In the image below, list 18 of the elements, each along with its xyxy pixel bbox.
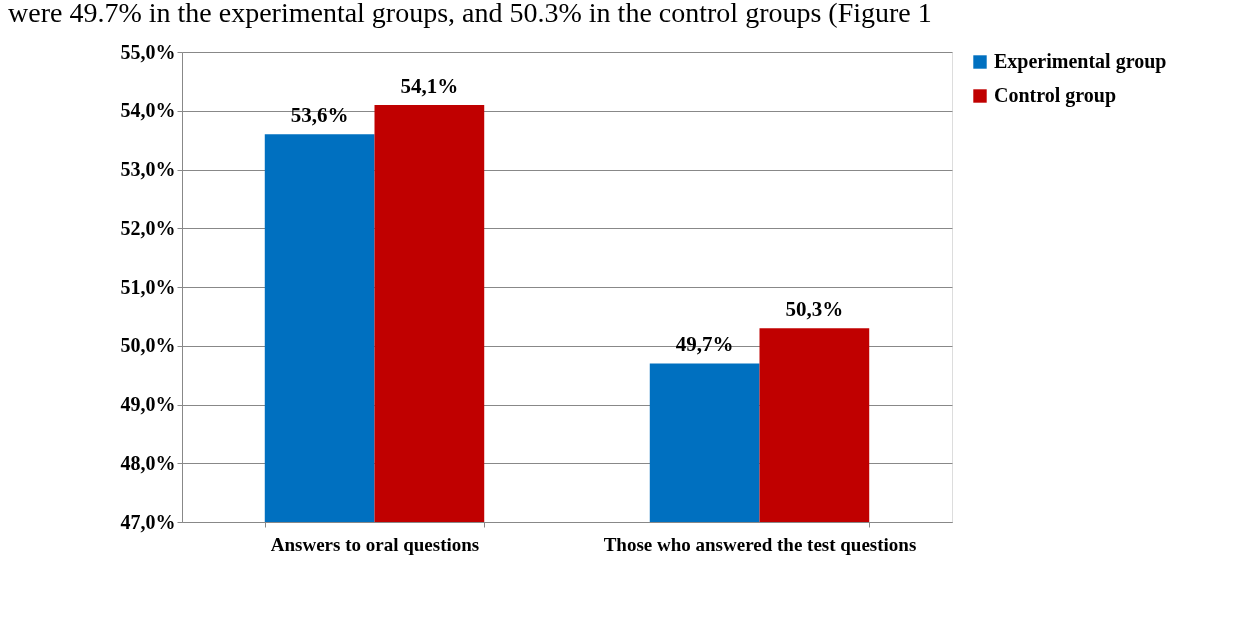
x-tick-label: Answers to oral questions bbox=[270, 533, 480, 555]
y-tick-label: 49,0% bbox=[120, 393, 176, 415]
data-label: 54,1% bbox=[400, 73, 459, 98]
y-tick-label: 55,0% bbox=[120, 40, 176, 63]
y-tick-label: 53,0% bbox=[120, 158, 176, 180]
y-tick-label: 52,0% bbox=[120, 216, 176, 239]
x-tick-label: Those who answered the test questions bbox=[603, 533, 917, 555]
text: were 49.7% in the experimental groups, and 50.3% in the control groups (Figure 1 bbox=[8, 0, 932, 28]
data-label: 49,7% bbox=[675, 332, 734, 357]
y-tick-label: 48,0% bbox=[120, 451, 176, 474]
data-label: 53,6% bbox=[290, 103, 349, 128]
data-label: 50,3% bbox=[785, 297, 844, 322]
y-tick-label: 51,0% bbox=[120, 275, 176, 298]
legend-label: Control group bbox=[994, 84, 1117, 107]
y-tick-label: 54,0% bbox=[120, 99, 176, 122]
legend-label: Experimental group bbox=[994, 50, 1167, 73]
y-tick-label: 47,0% bbox=[120, 510, 176, 533]
y-tick-label: 50,0% bbox=[120, 334, 176, 357]
